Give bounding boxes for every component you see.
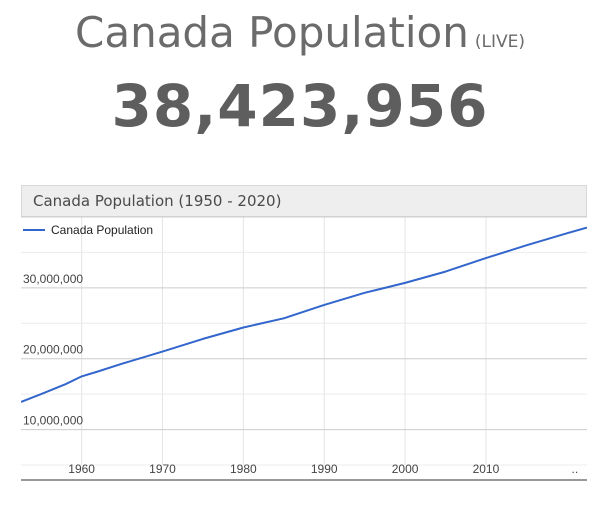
y-tick-label: 10,000,000 — [23, 414, 83, 428]
page-title-text: Canada Population — [75, 8, 469, 57]
chart-title: Canada Population (1950 - 2020) — [33, 192, 282, 210]
y-tick-label: 30,000,000 — [23, 272, 83, 286]
chart-header: Canada Population (1950 - 2020) — [21, 185, 587, 217]
series-line — [21, 226, 587, 403]
live-population-counter: 38,423,956 — [111, 72, 489, 140]
live-tag: (LIVE) — [474, 32, 525, 52]
x-tick-label: 1970 — [149, 462, 176, 476]
y-tick-label: 20,000,000 — [23, 343, 83, 357]
x-tick-label: 1960 — [68, 462, 95, 476]
page-title: Canada Population (LIVE) — [0, 8, 600, 57]
chart-plot-area: 10,000,000 20,000,000 30,000,000 1960 1970 19… — [21, 216, 587, 481]
x-tick-label: 2000 — [392, 462, 419, 476]
x-tick-label: 2010 — [473, 462, 500, 476]
population-chart: Canada Population (1950 - 2020) 10,000,0… — [21, 185, 587, 496]
x-tick-label: .. — [572, 462, 579, 476]
x-tick-label: 1990 — [311, 462, 338, 476]
x-tick-label: 1980 — [230, 462, 257, 476]
legend-label: Canada Population — [51, 223, 153, 237]
